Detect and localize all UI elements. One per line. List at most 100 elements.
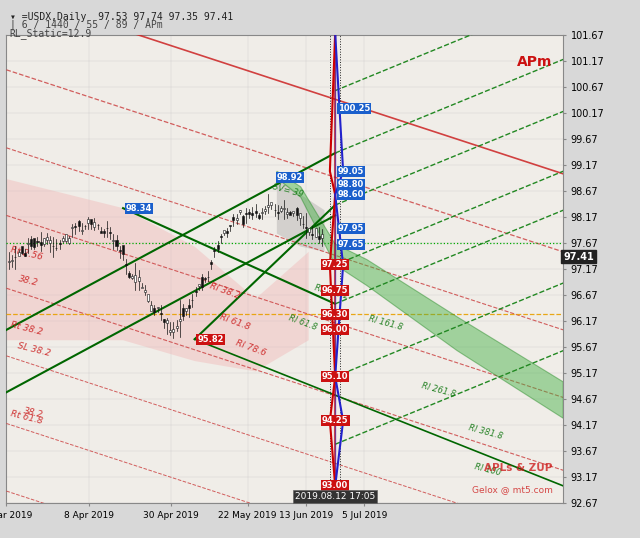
Bar [103, 231, 105, 232]
Polygon shape [277, 178, 324, 252]
Text: 38.2: 38.2 [17, 274, 38, 288]
Bar [30, 239, 32, 246]
Polygon shape [6, 179, 308, 371]
Text: Rl 100.2: Rl 100.2 [314, 283, 350, 301]
Text: RL_Static=12.9: RL_Static=12.9 [10, 28, 92, 39]
Bar [315, 228, 317, 237]
Bar [198, 284, 200, 286]
Bar [321, 235, 323, 238]
Bar [188, 305, 190, 308]
Bar [20, 246, 22, 253]
Bar [232, 217, 234, 220]
Bar [65, 234, 67, 240]
Bar [172, 329, 174, 332]
Text: Rl 381.8: Rl 381.8 [468, 423, 504, 441]
Text: 95.10: 95.10 [322, 372, 348, 381]
Bar [49, 240, 51, 243]
Bar [226, 231, 228, 233]
Text: Rt 38.2: Rt 38.2 [9, 321, 43, 337]
Bar [154, 308, 156, 313]
Text: 98.92: 98.92 [277, 173, 303, 182]
Text: 101.70: 101.70 [0, 537, 1, 538]
Bar [138, 277, 140, 281]
Bar [286, 213, 288, 214]
Bar [87, 220, 89, 223]
Text: Gelox @ mt5.com: Gelox @ mt5.com [472, 485, 552, 494]
Bar [289, 213, 291, 215]
Bar [308, 228, 310, 232]
Bar [276, 212, 278, 213]
Bar [150, 305, 152, 311]
Text: 96.75: 96.75 [322, 286, 348, 295]
Text: 38.2: 38.2 [22, 407, 44, 420]
Text: 100.25: 100.25 [338, 104, 370, 114]
Bar [40, 242, 42, 244]
Bar [128, 273, 130, 277]
Bar [185, 308, 187, 311]
Bar [223, 230, 225, 233]
Bar [312, 234, 314, 235]
Bar [12, 260, 13, 261]
Text: | 6 / 1440 / 55 / 89 / APm: | 6 / 1440 / 55 / 89 / APm [10, 20, 163, 31]
Bar [195, 291, 196, 292]
Bar [201, 277, 203, 287]
Bar [296, 208, 298, 215]
Text: 95.82: 95.82 [197, 335, 224, 344]
Text: 97.95: 97.95 [338, 224, 364, 233]
Bar [280, 208, 282, 211]
Bar [62, 238, 64, 241]
Bar [122, 245, 124, 254]
Bar [299, 213, 301, 218]
Bar [147, 294, 149, 301]
Text: Rl 100: Rl 100 [473, 462, 501, 477]
Text: 99.05: 99.05 [338, 167, 364, 176]
Bar [179, 319, 180, 321]
Bar [163, 319, 165, 322]
Bar [245, 213, 247, 214]
Bar [77, 221, 79, 226]
Text: 98.80: 98.80 [338, 180, 364, 189]
Bar [242, 216, 244, 224]
Bar [74, 226, 76, 228]
Bar [305, 227, 307, 228]
Text: Rl 61.8: Rl 61.8 [218, 313, 252, 332]
Bar [214, 250, 216, 251]
Text: Rl 78.6: Rl 78.6 [234, 338, 268, 358]
Bar [115, 240, 118, 246]
Bar [125, 264, 127, 265]
Bar [144, 289, 146, 292]
Bar [134, 275, 136, 281]
Bar [175, 325, 177, 328]
Text: 2019.08.12 17:05: 2019.08.12 17:05 [295, 492, 375, 501]
Text: Rt 2.56: Rt 2.56 [9, 245, 43, 261]
Text: 98.34: 98.34 [125, 204, 152, 213]
Bar [100, 231, 102, 233]
Bar [141, 287, 143, 288]
Bar [317, 236, 320, 239]
Bar [264, 209, 266, 211]
Text: 97.25: 97.25 [322, 260, 348, 270]
Bar [229, 225, 231, 226]
Polygon shape [277, 171, 563, 418]
Text: ▾ =USDX,Daily  97.53 97.74 97.35 97.41: ▾ =USDX,Daily 97.53 97.74 97.35 97.41 [10, 12, 233, 22]
Bar [182, 308, 184, 316]
Bar [24, 253, 26, 256]
Text: Rl 261.8: Rl 261.8 [420, 381, 456, 399]
Bar [207, 277, 209, 278]
Bar [71, 228, 73, 229]
Text: Rl 38.2: Rl 38.2 [208, 281, 241, 301]
Text: 96.30: 96.30 [322, 310, 348, 318]
Bar [258, 215, 260, 217]
Bar [204, 278, 206, 279]
Bar [283, 208, 285, 209]
Bar [267, 206, 269, 207]
Text: 98.60: 98.60 [338, 190, 364, 199]
Bar [157, 307, 159, 308]
Bar [33, 238, 35, 246]
Text: 94.25: 94.25 [322, 416, 349, 426]
Bar [43, 238, 45, 244]
Bar [46, 237, 48, 239]
Text: SL 38.2: SL 38.2 [17, 341, 52, 358]
Text: 93.00: 93.00 [322, 482, 348, 490]
Bar [216, 245, 219, 249]
